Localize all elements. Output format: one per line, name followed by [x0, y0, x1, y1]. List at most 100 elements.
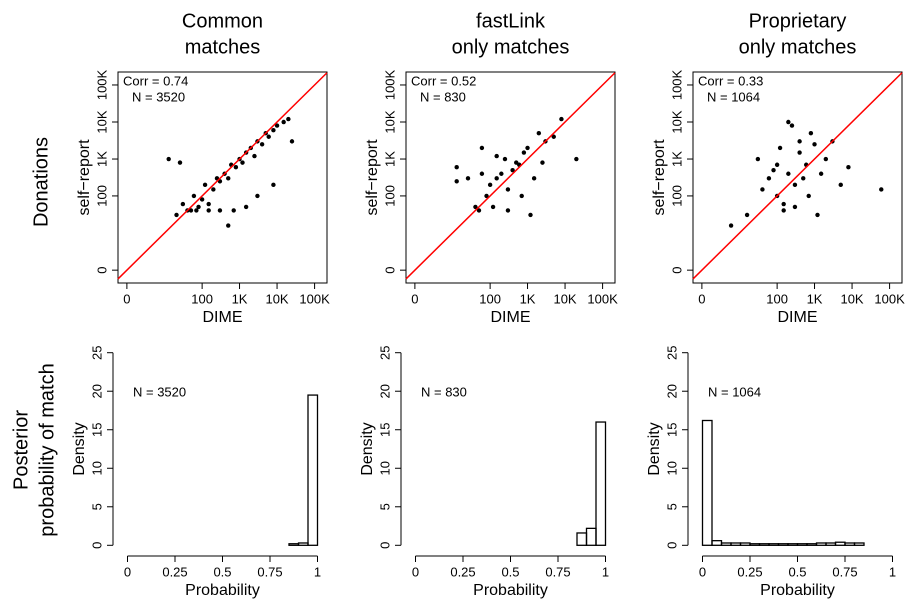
- point: [792, 182, 798, 188]
- annotation: N = 3520: [133, 384, 186, 399]
- point: [818, 171, 824, 176]
- annotation: N = 1064: [707, 89, 760, 104]
- x-tick-label: 1K: [807, 291, 823, 306]
- point: [528, 212, 533, 218]
- bar: [815, 542, 827, 546]
- chart-title: fastLink: [476, 10, 546, 32]
- bar: [749, 543, 761, 546]
- point: [199, 197, 205, 202]
- bar: [758, 543, 770, 546]
- plot-box: [692, 71, 903, 284]
- point: [252, 153, 257, 159]
- x-tick-label: 0.5: [213, 564, 231, 579]
- x-tick-label: 1K: [520, 291, 536, 306]
- point: [505, 187, 511, 192]
- bar: [730, 542, 742, 546]
- y-tick-label: 100K: [669, 69, 684, 100]
- x-axis-label: DIME: [203, 309, 243, 326]
- x-axis-label: DIME: [778, 309, 818, 326]
- x-tick-label: 100K: [587, 291, 618, 306]
- bar: [844, 542, 856, 546]
- x-tick-label: 0.25: [737, 564, 762, 579]
- y-axis-label: Density: [71, 422, 88, 475]
- y-tick-label: 25: [377, 345, 392, 359]
- y-tick-label: 15: [377, 423, 392, 437]
- x-tick-label: 0.75: [257, 564, 282, 579]
- point: [525, 145, 530, 151]
- point: [484, 193, 489, 199]
- y-tick-label: 0: [377, 542, 392, 549]
- bar: [720, 542, 732, 546]
- x-tick-label: 1: [889, 564, 896, 579]
- point: [191, 193, 197, 199]
- point: [202, 182, 208, 188]
- x-tick-label: 0: [699, 564, 706, 579]
- y-tick-label: 20: [664, 384, 679, 398]
- y-tick-label: 100: [669, 185, 684, 207]
- point: [243, 204, 249, 210]
- y-tick-label: 100: [94, 185, 109, 207]
- point: [789, 123, 795, 128]
- point: [806, 193, 811, 199]
- bar: [307, 394, 319, 546]
- y-tick-label: 1K: [382, 151, 397, 167]
- point: [211, 187, 216, 192]
- bar: [825, 542, 837, 546]
- x-tick-label: 100: [766, 291, 788, 306]
- y-tick-label: 100K: [94, 69, 109, 100]
- point: [180, 201, 186, 207]
- x-tick-label: 0.75: [545, 564, 570, 579]
- y-tick-label: 1K: [669, 151, 684, 167]
- chart-title: Common: [182, 10, 263, 32]
- point: [174, 212, 179, 218]
- y-tick-label: 0: [94, 267, 109, 274]
- x-tick-label: 1: [602, 564, 609, 579]
- chart-title: only matches: [452, 36, 570, 58]
- y-tick-label: 100K: [382, 69, 397, 100]
- y-tick-label: 15: [664, 423, 679, 437]
- point: [479, 145, 485, 151]
- point: [289, 139, 295, 144]
- point: [454, 179, 459, 184]
- y-tick-label: 5: [377, 503, 392, 510]
- y-tick-label: 10: [89, 461, 104, 475]
- y-tick-label: 100: [382, 185, 397, 207]
- bar: [297, 542, 309, 546]
- point: [476, 208, 482, 213]
- y-tick-label: 25: [664, 345, 679, 359]
- y-tick-label: 0: [89, 542, 104, 549]
- x-tick-label: 10K: [553, 291, 576, 306]
- point: [531, 176, 537, 181]
- x-tick-label: 0: [412, 564, 419, 579]
- point: [801, 176, 806, 181]
- x-tick-label: 0: [123, 291, 130, 306]
- row-label: probability of match: [36, 363, 58, 536]
- point: [465, 176, 471, 181]
- point: [536, 130, 542, 136]
- y-tick-label: 1K: [94, 151, 109, 167]
- reference-line: [117, 72, 328, 280]
- point: [166, 156, 171, 162]
- point: [771, 167, 776, 173]
- bar: [853, 542, 865, 546]
- y-tick-label: 10: [664, 461, 679, 475]
- bar: [701, 419, 713, 546]
- point: [231, 208, 236, 213]
- bar: [768, 543, 780, 546]
- x-tick-label: 1K: [232, 291, 248, 306]
- y-tick-label: 15: [89, 423, 104, 437]
- reference-line: [405, 72, 616, 280]
- reference-line: [692, 72, 903, 280]
- y-tick-label: 5: [89, 503, 104, 510]
- y-tick-label: 0: [664, 542, 679, 549]
- point: [559, 116, 564, 122]
- x-axis-label: Probability: [185, 582, 260, 599]
- x-tick-label: 0: [124, 564, 131, 579]
- point: [487, 182, 493, 188]
- x-tick-label: 10K: [265, 291, 288, 306]
- point: [766, 176, 772, 181]
- chart-title: Proprietary: [749, 10, 847, 32]
- bar: [739, 542, 751, 546]
- point: [879, 187, 884, 192]
